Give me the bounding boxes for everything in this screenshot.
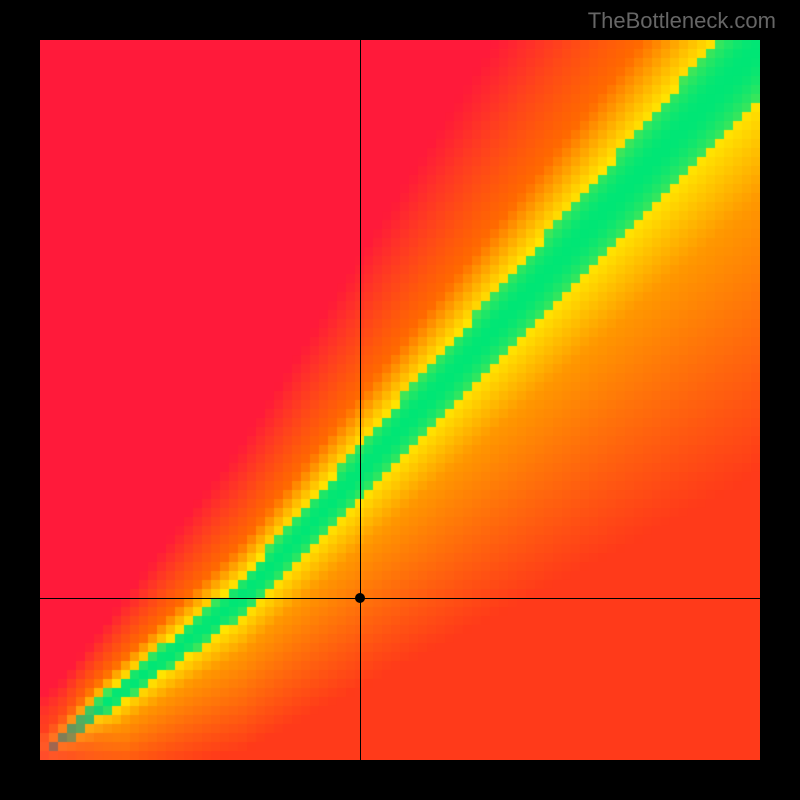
crosshair-vertical xyxy=(360,40,361,760)
crosshair-horizontal xyxy=(40,598,760,599)
marker-dot xyxy=(355,593,365,603)
chart-area xyxy=(40,40,760,760)
heatmap-canvas xyxy=(40,40,760,760)
watermark-text: TheBottleneck.com xyxy=(588,8,776,34)
